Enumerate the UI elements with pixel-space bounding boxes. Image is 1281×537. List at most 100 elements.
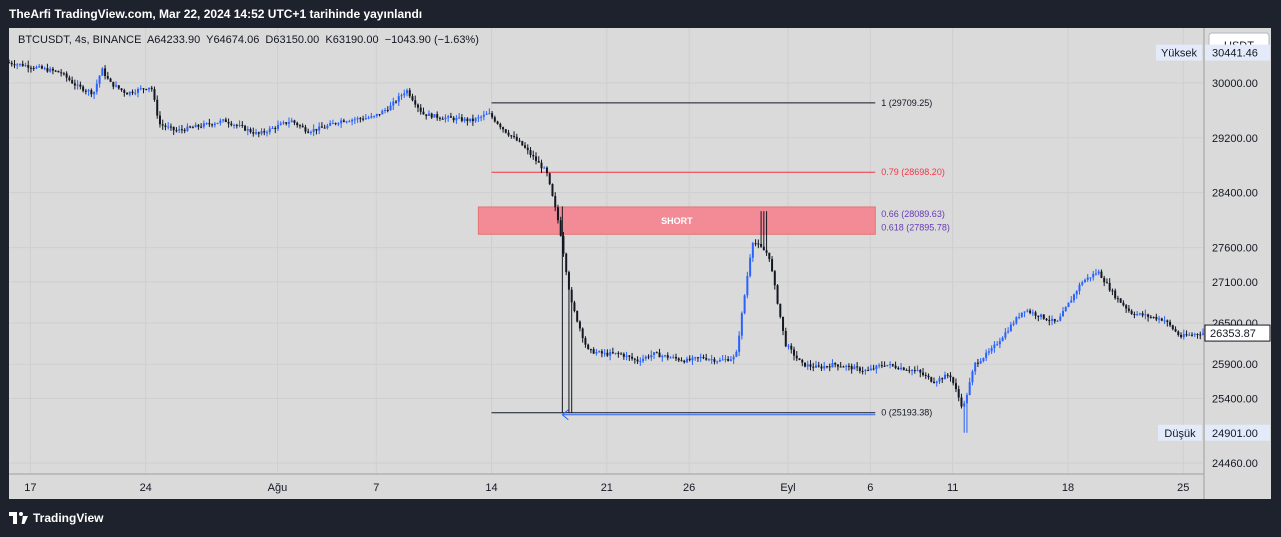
candle-body xyxy=(883,365,886,367)
candle-body xyxy=(477,117,480,119)
candle-body xyxy=(150,87,153,90)
candle-body xyxy=(625,355,628,357)
candle-body xyxy=(1064,307,1067,312)
y-tick-label: 29200.00 xyxy=(1212,133,1258,145)
candle-body xyxy=(1122,302,1125,306)
candle-body xyxy=(515,136,518,141)
candle-body xyxy=(485,113,488,115)
x-tick-label: 11 xyxy=(947,482,958,494)
candle-body xyxy=(823,366,826,369)
candle-body xyxy=(416,104,419,108)
candle-body xyxy=(392,101,395,106)
candle-body xyxy=(570,289,573,303)
candle-body xyxy=(471,118,474,122)
candle-body xyxy=(653,352,656,355)
candle-body xyxy=(1169,321,1172,326)
candle-body xyxy=(724,358,727,360)
candle-body xyxy=(175,130,178,132)
chart-frame[interactable] xyxy=(9,28,1271,499)
candle-body xyxy=(298,125,301,127)
candle-body xyxy=(548,173,551,185)
candle-body xyxy=(1078,284,1081,292)
tradingview-footer[interactable]: TradingView xyxy=(9,511,103,525)
candle-body xyxy=(285,122,288,124)
candle-body xyxy=(729,359,732,361)
candle-body xyxy=(482,114,485,117)
candle-body xyxy=(1180,334,1183,338)
last-price-tag xyxy=(1204,324,1271,342)
candle-body xyxy=(1149,316,1152,318)
candle-body xyxy=(224,119,227,122)
candle-body xyxy=(669,357,672,359)
candle-body xyxy=(301,125,304,128)
y-tick-label: 25400.00 xyxy=(1212,394,1258,406)
candle-body xyxy=(735,351,738,357)
candle-body xyxy=(900,367,903,370)
candle-body xyxy=(1045,318,1048,321)
candle-body xyxy=(29,67,32,69)
candle-body xyxy=(504,129,507,133)
candle-body xyxy=(1001,337,1004,342)
candle-body xyxy=(1034,312,1037,316)
candle-body xyxy=(847,365,850,367)
candle-body xyxy=(677,358,680,361)
candle-body xyxy=(425,114,428,116)
candle-body xyxy=(233,124,236,126)
candle-body xyxy=(820,366,823,369)
candle-body xyxy=(713,359,716,362)
candle-body xyxy=(156,99,159,116)
candle-body xyxy=(433,114,436,118)
candle-body xyxy=(1020,312,1023,317)
candle-body xyxy=(139,88,142,90)
candle-body xyxy=(21,63,24,67)
candle-body xyxy=(455,117,458,121)
candle-body xyxy=(112,81,115,87)
candle-body xyxy=(115,85,118,87)
candle-body xyxy=(408,90,411,97)
candle-body xyxy=(35,66,38,69)
candle-body xyxy=(1100,271,1103,278)
candle-body xyxy=(529,150,532,156)
candle-body xyxy=(345,121,348,123)
candle-body xyxy=(1160,318,1163,321)
candle-body xyxy=(611,352,614,354)
candle-body xyxy=(1031,312,1034,314)
candle-body xyxy=(1105,282,1108,284)
candle-body xyxy=(276,125,279,129)
candle-body xyxy=(194,124,197,128)
candle-body xyxy=(642,358,645,362)
candle-body xyxy=(836,364,839,367)
fib-label: 0 (25193.38) xyxy=(881,408,932,418)
y-tick-label: 27600.00 xyxy=(1212,243,1258,255)
candle-body xyxy=(614,352,617,354)
candle-body xyxy=(600,351,603,354)
candle-body xyxy=(1185,334,1188,336)
candle-body xyxy=(1111,290,1114,292)
candle-body xyxy=(158,115,161,125)
candle-body xyxy=(197,124,200,127)
x-tick-label: 24 xyxy=(140,482,152,494)
candle-body xyxy=(576,310,579,322)
candle-body xyxy=(573,302,576,311)
candle-body xyxy=(1009,324,1012,332)
candle-body xyxy=(414,100,417,105)
candle-body xyxy=(340,120,343,124)
candle-body xyxy=(444,117,447,120)
candle-body xyxy=(205,123,208,125)
candle-body xyxy=(562,235,565,254)
x-tick-label: 6 xyxy=(867,482,873,494)
candle-body xyxy=(513,135,516,137)
fib-trend-arrow xyxy=(561,409,569,421)
candle-body xyxy=(765,250,768,253)
candle-body xyxy=(683,360,686,363)
candle-body xyxy=(743,295,746,314)
candle-body xyxy=(941,378,944,380)
candle-body xyxy=(960,397,963,407)
x-tick-label: 17 xyxy=(24,482,36,494)
candle-body xyxy=(49,68,52,72)
candle-body xyxy=(161,124,164,126)
candle-body xyxy=(10,62,13,65)
candle-body xyxy=(378,114,381,116)
candle-body xyxy=(688,358,691,361)
